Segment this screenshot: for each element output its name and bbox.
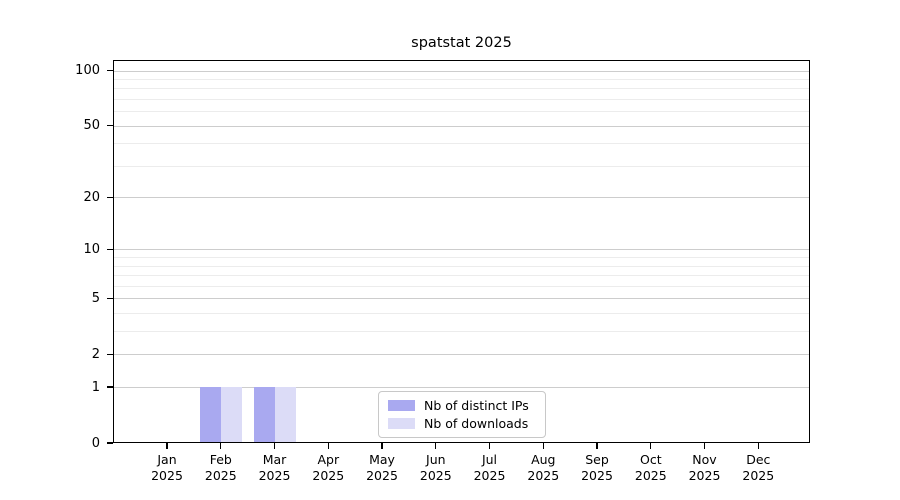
gridline-major-5 (113, 298, 810, 300)
y-axis-label-2: 2 (91, 346, 100, 362)
gridline-minor-30 (113, 165, 810, 167)
gridline-minor-80 (113, 88, 810, 90)
x-axis-label-dec: Dec 2025 (742, 452, 775, 483)
gridline-minor-6 (113, 285, 810, 287)
y-tick-1 (107, 386, 113, 388)
gridline-major-100 (113, 70, 810, 72)
gridline-major-1 (113, 387, 810, 389)
bar-downloads-feb (220, 387, 242, 443)
x-tick-sep (596, 443, 598, 449)
x-tick-dec (757, 443, 759, 449)
x-axis-label-may: May 2025 (366, 452, 398, 483)
gridline-minor-4 (113, 313, 810, 315)
x-tick-jan (166, 443, 168, 449)
y-axis-label-50: 50 (83, 118, 100, 134)
x-axis-label-feb: Feb 2025 (204, 452, 237, 483)
legend-item-distinct-ips: Nb of distinct IPs (388, 398, 536, 413)
x-axis-label-jun: Jun 2025 (419, 452, 452, 483)
y-axis-label-100: 100 (75, 63, 100, 78)
gridline-minor-7 (113, 275, 810, 277)
x-axis-label-jan: Jan 2025 (151, 452, 183, 483)
gridline-major-2 (113, 354, 810, 356)
legend-label-downloads: Nb of downloads (424, 416, 529, 432)
y-tick-50 (107, 124, 113, 127)
legend-label-distinct-ips: Nb of distinct IPs (424, 397, 529, 413)
y-tick-10 (107, 248, 113, 251)
y-axis-label-1: 1 (91, 379, 100, 395)
bar-distinct-ips-feb (199, 387, 221, 443)
legend-item-downloads: Nb of downloads (388, 416, 536, 431)
x-tick-nov (703, 443, 706, 449)
y-axis-label-20: 20 (83, 189, 100, 205)
x-tick-may (381, 443, 383, 449)
x-axis-label-sep: Sep 2025 (581, 452, 613, 483)
x-axis-label-aug: Aug 2025 (527, 452, 560, 483)
x-tick-mar (273, 443, 276, 449)
gridline-major-50 (113, 125, 810, 127)
gridline-minor-8 (113, 265, 810, 267)
y-axis-label-0: 0 (91, 435, 100, 451)
plot-area (113, 60, 810, 443)
x-tick-aug (542, 443, 544, 449)
y-tick-5 (107, 297, 113, 300)
gridline-minor-3 (113, 331, 810, 333)
gridline-minor-9 (113, 257, 810, 259)
legend: Nb of distinct IPs Nb of downloads (378, 391, 546, 438)
y-tick-0 (107, 442, 113, 444)
y-axis-label-5: 5 (91, 290, 100, 306)
x-tick-apr (327, 443, 329, 449)
chart-title: spatstat 2025 (411, 35, 512, 51)
y-tick-2 (107, 353, 113, 355)
x-axis-label-nov: Nov 2025 (688, 452, 721, 483)
x-tick-jun (435, 443, 437, 449)
gridline-minor-40 (113, 143, 810, 145)
gridline-minor-90 (113, 78, 810, 80)
x-tick-oct (650, 443, 652, 449)
x-axis-label-apr: Apr 2025 (312, 452, 345, 483)
x-tick-jul (488, 443, 491, 449)
bar-distinct-ips-mar (253, 387, 275, 443)
legend-swatch-distinct-ips-icon (388, 399, 415, 411)
legend-swatch-downloads-icon (388, 418, 415, 430)
y-tick-100 (107, 69, 113, 72)
gridline-major-10 (113, 249, 810, 251)
bar-downloads-mar (274, 387, 296, 443)
x-axis-label-mar: Mar 2025 (258, 452, 291, 483)
gridline-major-20 (113, 197, 810, 199)
y-tick-20 (107, 196, 113, 198)
x-tick-feb (220, 443, 222, 449)
x-axis-label-jul: Jul 2025 (473, 452, 506, 483)
gridline-minor-60 (113, 111, 810, 113)
x-axis-label-oct: Oct 2025 (634, 452, 667, 483)
y-axis-label-10: 10 (83, 241, 100, 257)
gridline-minor-70 (113, 98, 810, 100)
